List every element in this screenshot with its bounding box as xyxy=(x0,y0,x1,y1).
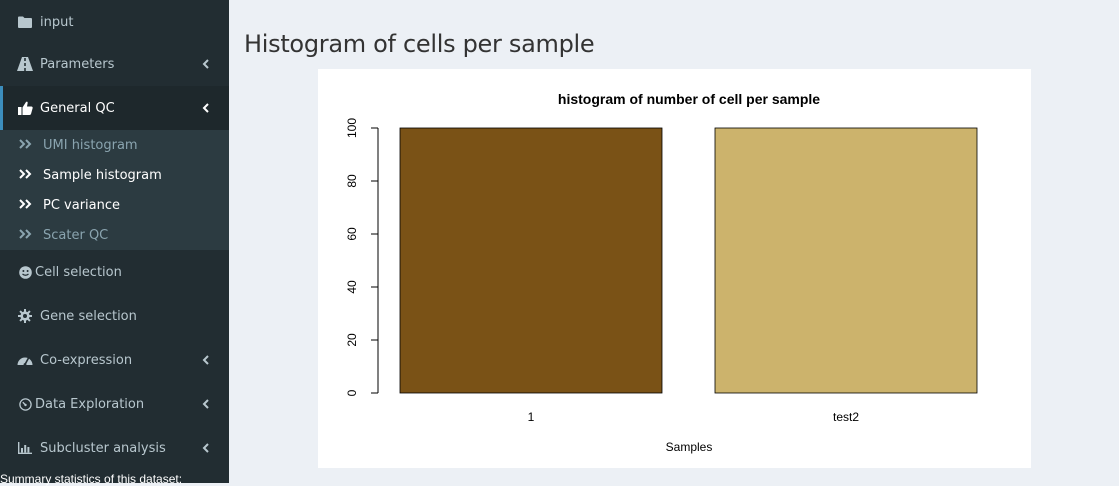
chevron-left-icon xyxy=(199,100,211,116)
summary-statistics-label: Summary statistics of this dataset: xyxy=(0,472,183,486)
folder-icon xyxy=(17,14,33,30)
histogram-plot: histogram of number of cell per sample 0… xyxy=(318,69,1031,468)
y-tick-label: 60 xyxy=(345,227,359,241)
sidebar-item-label: Data Exploration xyxy=(35,396,145,412)
sidebar-item-label: Subcluster analysis xyxy=(40,440,166,456)
sidebar-item-label: General QC xyxy=(40,100,115,116)
x-axis-labels: 1 test2 xyxy=(528,410,860,424)
general-qc-submenu: UMI histogram Sample histogram PC varian… xyxy=(0,130,229,250)
x-axis-title: Samples xyxy=(666,440,713,454)
sidebar-item-gene-selection[interactable]: Gene selection xyxy=(0,294,229,338)
sidebar-item-cell-selection[interactable]: Cell selection xyxy=(0,250,229,294)
submenu-item-pc-variance[interactable]: PC variance xyxy=(0,190,229,220)
sidebar-item-subcluster-analysis[interactable]: Subcluster analysis xyxy=(0,426,229,470)
y-tick-label: 20 xyxy=(345,333,359,347)
double-chevron-right-icon xyxy=(19,139,33,151)
y-tick-label: 0 xyxy=(345,389,359,396)
sidebar-item-label: input xyxy=(40,14,74,30)
bars-group xyxy=(399,127,978,394)
cog-icon xyxy=(17,308,33,324)
chevron-left-icon xyxy=(199,396,211,412)
double-chevron-right-icon xyxy=(19,229,33,241)
road-icon xyxy=(17,56,33,72)
thumbs-up-icon xyxy=(17,100,33,116)
y-tick-label: 40 xyxy=(345,280,359,294)
x-tick-label: test2 xyxy=(833,410,859,424)
page-title: Histogram of cells per sample xyxy=(244,30,595,58)
x-tick-label: 1 xyxy=(528,410,535,424)
dashboard-icon xyxy=(17,352,33,368)
sidebar: input Parameters General QC UMI histogra… xyxy=(0,0,229,486)
sidebar-item-general-qc[interactable]: General QC xyxy=(0,86,229,130)
submenu-item-umi-histogram[interactable]: UMI histogram xyxy=(0,130,229,160)
submenu-item-label: Scater QC xyxy=(43,227,109,243)
chart-title: histogram of number of cell per sample xyxy=(558,91,820,107)
submenu-item-sample-histogram[interactable]: Sample histogram xyxy=(0,160,229,190)
double-chevron-right-icon xyxy=(19,169,33,181)
submenu-item-label: Sample histogram xyxy=(43,167,162,183)
chevron-left-icon xyxy=(199,352,211,368)
y-tick-label: 100 xyxy=(345,118,359,138)
submenu-item-scater-qc[interactable]: Scater QC xyxy=(0,220,229,250)
sidebar-item-label: Parameters xyxy=(40,56,115,72)
sidebar-item-input[interactable]: input xyxy=(0,0,229,44)
gauge-icon xyxy=(17,396,33,412)
y-axis: 0 20 40 60 80 100 xyxy=(345,118,379,396)
chevron-left-icon xyxy=(199,56,211,72)
sidebar-item-label: Gene selection xyxy=(40,308,137,324)
chevron-left-icon xyxy=(199,440,211,456)
sidebar-item-label: Co-expression xyxy=(40,352,133,368)
bar-1 xyxy=(399,127,663,394)
bar-test2 xyxy=(714,127,978,394)
sidebar-item-label: Cell selection xyxy=(35,264,122,280)
sidebar-item-data-exploration[interactable]: Data Exploration xyxy=(0,382,229,426)
histogram-chart: histogram of number of cell per sample 0… xyxy=(345,91,978,454)
y-tick-label: 80 xyxy=(345,174,359,188)
double-chevron-right-icon xyxy=(19,199,33,211)
smile-icon xyxy=(17,264,33,280)
submenu-item-label: PC variance xyxy=(43,197,121,213)
sidebar-item-co-expression[interactable]: Co-expression xyxy=(0,338,229,382)
bar-chart-icon xyxy=(17,440,33,456)
submenu-item-label: UMI histogram xyxy=(43,137,138,153)
sidebar-item-parameters[interactable]: Parameters xyxy=(0,42,229,86)
